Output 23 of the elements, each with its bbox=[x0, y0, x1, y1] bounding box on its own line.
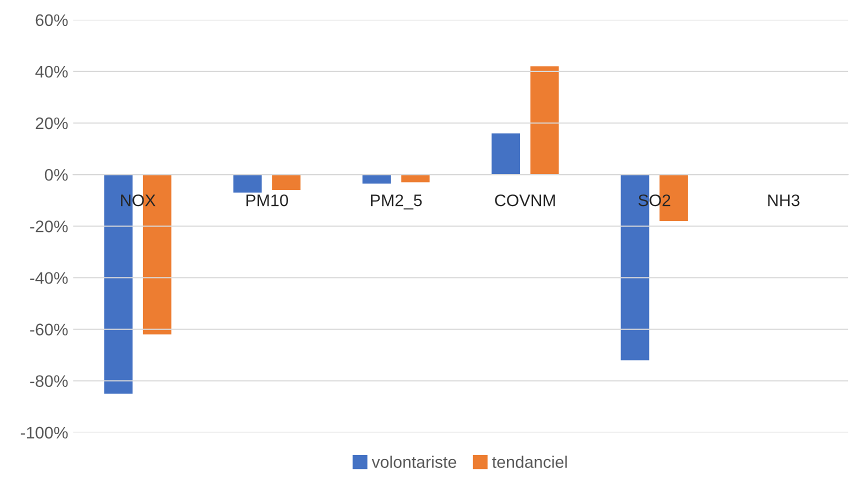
y-tick-label: -80% bbox=[30, 375, 68, 388]
x-tick-label: SO2 bbox=[638, 194, 670, 206]
bar bbox=[530, 66, 559, 175]
y-tick-label: -20% bbox=[30, 220, 68, 232]
bar bbox=[401, 174, 430, 182]
y-tick-label: 0% bbox=[44, 168, 68, 181]
y-tick-label: -40% bbox=[30, 272, 68, 284]
x-tick-label: PM10 bbox=[246, 194, 288, 206]
x-tick-label: PM2_5 bbox=[371, 194, 422, 210]
bar bbox=[233, 174, 262, 193]
bar bbox=[362, 174, 391, 184]
x-tick-label: NOX bbox=[121, 194, 156, 206]
legend-label: tendanciel bbox=[492, 456, 567, 468]
y-tick-label: -100% bbox=[20, 426, 68, 439]
y-tick-label: 40% bbox=[35, 66, 68, 78]
y-tick-label: 60% bbox=[36, 14, 68, 26]
y-tick-label: 20% bbox=[36, 117, 68, 130]
y-tick-label: -60% bbox=[30, 324, 68, 336]
x-tick-label: NH3 bbox=[768, 194, 800, 206]
legend-label: volontariste bbox=[372, 456, 456, 468]
bar bbox=[492, 133, 520, 175]
x-tick-label: COVNM bbox=[495, 194, 555, 206]
bar bbox=[272, 174, 300, 190]
